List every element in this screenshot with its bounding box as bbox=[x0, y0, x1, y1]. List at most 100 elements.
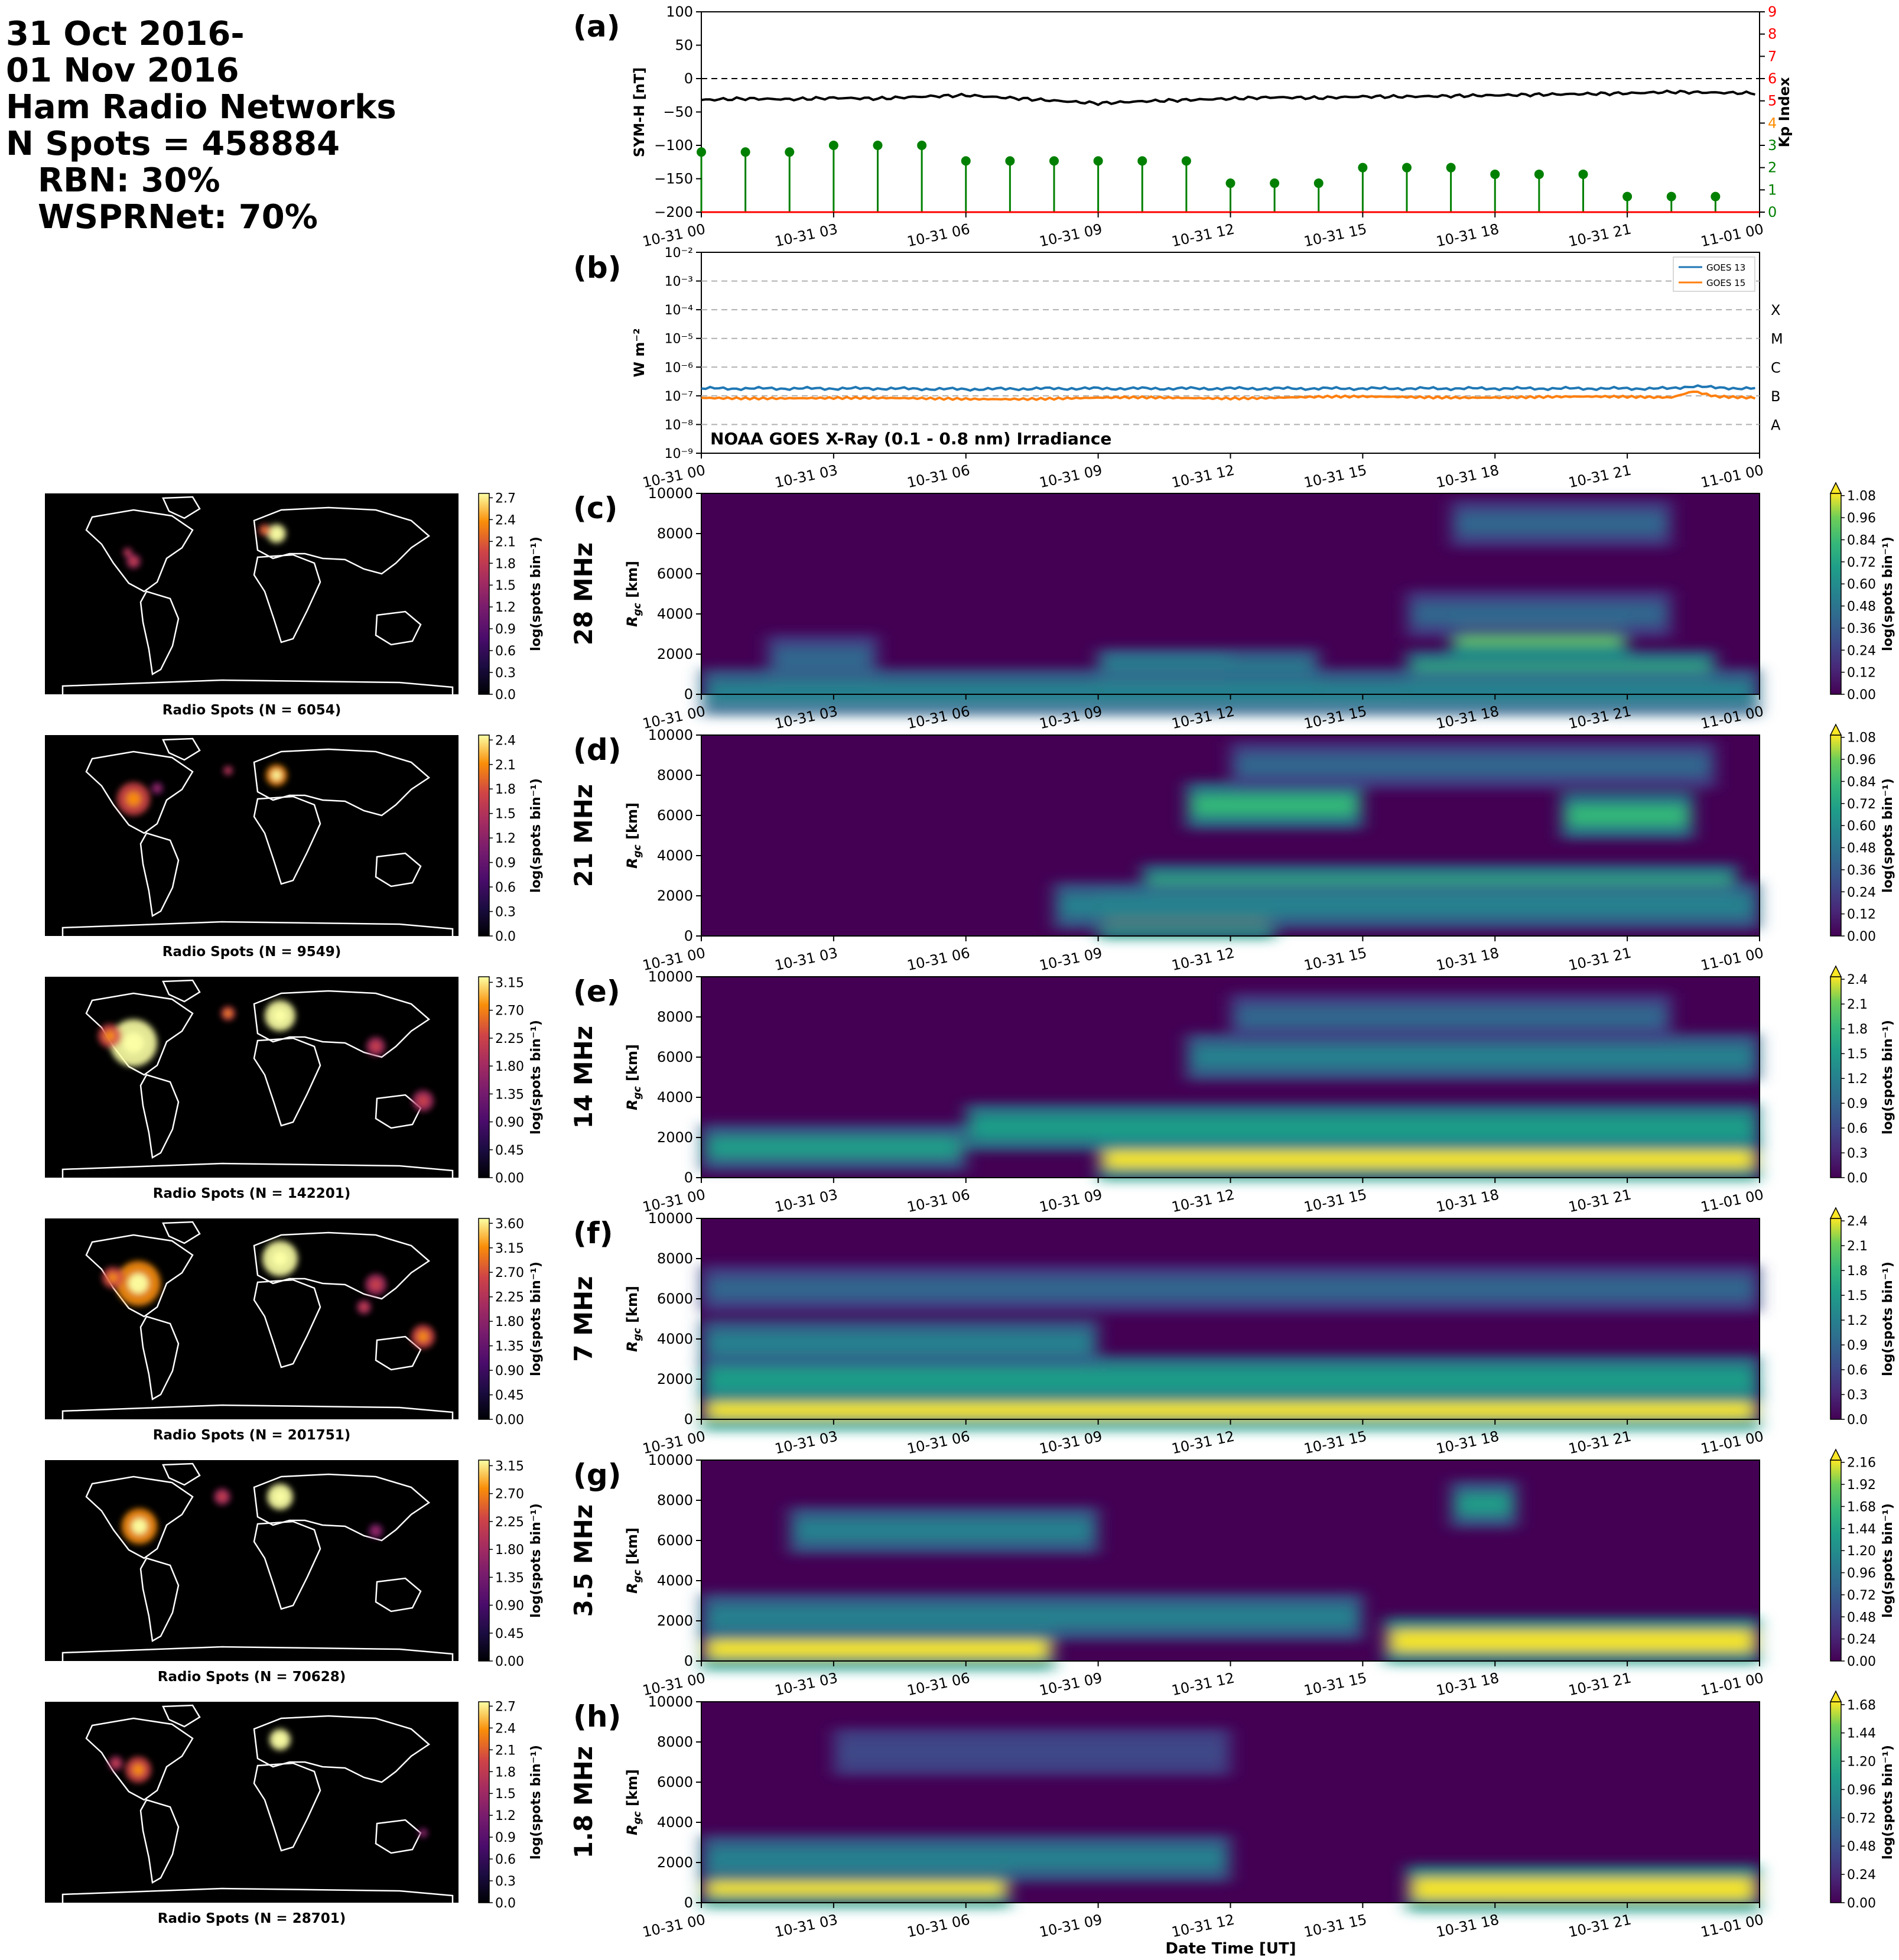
rti-x-tick-label: 10-31 12 bbox=[1170, 1428, 1235, 1457]
kp-marker bbox=[1181, 156, 1191, 166]
map-colorbar-tick-label: 0.00 bbox=[495, 1171, 524, 1186]
rti-colorbar-tick-label: 0.24 bbox=[1847, 1868, 1876, 1883]
rti-colorbar-label: log(spots bin⁻¹) bbox=[1881, 1262, 1895, 1376]
rti-y-axis-unit: [km] bbox=[624, 1527, 640, 1569]
goes15-legend-label: GOES 15 bbox=[1706, 278, 1745, 288]
spot-cluster-core bbox=[272, 1250, 288, 1267]
map-colorbar-tick-label: 2.70 bbox=[495, 1487, 524, 1502]
rti-feature-core bbox=[1413, 603, 1666, 625]
rti-colorbar-tick-label: 0.00 bbox=[1847, 1655, 1876, 1669]
spot-cluster-core bbox=[360, 1304, 368, 1311]
rti-panel-label: (g) bbox=[573, 1458, 622, 1492]
rti-y-axis-unit: [km] bbox=[624, 1769, 640, 1811]
rti-x-tick-label: 10-31 21 bbox=[1567, 944, 1633, 974]
rti-y-tick-label: 8000 bbox=[657, 767, 693, 784]
rti-colorbar-tick-label: 0.72 bbox=[1847, 555, 1876, 570]
rti-feature-core bbox=[1192, 1046, 1754, 1068]
spot-cluster-core bbox=[108, 1272, 118, 1283]
rti-colorbar-tick-label: 0.96 bbox=[1847, 1566, 1876, 1581]
goes-x-tick-label: 10-31 21 bbox=[1567, 461, 1633, 491]
rti-colorbar-label: log(spots bin⁻¹) bbox=[1881, 537, 1895, 651]
spot-density bbox=[102, 1241, 435, 1348]
kp-marker bbox=[1137, 156, 1147, 166]
rti-heatmap bbox=[701, 500, 1760, 716]
map-colorbar-tick-label: 2.4 bbox=[495, 1721, 516, 1736]
kp-y-axis-label: Kp Index bbox=[1776, 77, 1793, 148]
rti-x-tick-label: 10-31 18 bbox=[1435, 1669, 1500, 1699]
map-colorbar-tick-label: 3.15 bbox=[495, 976, 524, 990]
symh-y-tick-label: 100 bbox=[666, 4, 693, 20]
rti-colorbar-extend-arrow bbox=[1829, 1448, 1842, 1461]
map-colorbar-tick-label: 1.8 bbox=[495, 782, 516, 797]
rti-feature-core bbox=[1236, 1006, 1666, 1028]
rti-x-tick-label: 11-01 00 bbox=[1699, 944, 1765, 974]
symh-y-tick-label: −200 bbox=[654, 204, 693, 220]
spot-cluster-core bbox=[272, 529, 281, 538]
kp-y-tick-label: 9 bbox=[1768, 4, 1777, 20]
rti-feature-core bbox=[1236, 755, 1710, 776]
rti-x-tick-label: 10-31 21 bbox=[1567, 1669, 1633, 1699]
map-colorbar-tick-label: 0.45 bbox=[495, 1627, 524, 1642]
rti-colorbar-tick-label: 0.0 bbox=[1847, 1413, 1868, 1428]
coastline bbox=[253, 1520, 321, 1610]
kp-y-ticks: 0 1 2 3 4 5 6 7 8 9 bbox=[1760, 4, 1777, 220]
kp-marker bbox=[1093, 156, 1103, 166]
goes-flare-class-label: X bbox=[1771, 302, 1780, 318]
rti-colorbar-tick-label: 1.5 bbox=[1847, 1047, 1868, 1062]
coastline bbox=[61, 679, 454, 697]
kp-y-tick-label: 6 bbox=[1768, 70, 1777, 87]
rti-x-tick-label: 10-31 03 bbox=[773, 1186, 839, 1215]
spot-cluster-core bbox=[275, 1734, 285, 1745]
map-colorbar-tick-label: 0.9 bbox=[495, 856, 516, 871]
symh-x-tick-label: 10-31 15 bbox=[1302, 220, 1368, 250]
coastline bbox=[162, 496, 201, 519]
rti-x-tick-label: 10-31 18 bbox=[1435, 1911, 1500, 1941]
goes-y-tick-label: 10⁻⁵ bbox=[665, 332, 693, 347]
kp-marker bbox=[1446, 162, 1456, 173]
rti-colorbar bbox=[1830, 1701, 1842, 1903]
rti-feature-core bbox=[1567, 805, 1688, 826]
map-colorbar-tick-label: 1.5 bbox=[495, 807, 516, 822]
rti-colorbar-tick-label: 0.24 bbox=[1847, 643, 1876, 658]
map-colorbar-tick-label: 3.60 bbox=[495, 1217, 524, 1231]
map-colorbar-tick-label: 0.00 bbox=[495, 1655, 524, 1669]
rti-colorbar-tick-label: 0.24 bbox=[1847, 885, 1876, 900]
rti-colorbar-tick-label: 2.1 bbox=[1847, 1239, 1868, 1254]
rti-y-axis-symbol: R bbox=[624, 1583, 640, 1594]
rti-y-tick-label: 6000 bbox=[657, 807, 693, 824]
rti-y-tick-label: 0 bbox=[684, 1411, 693, 1428]
rti-feature-core bbox=[1413, 1878, 1754, 1900]
rti-colorbar-tick-label: 2.4 bbox=[1847, 973, 1868, 987]
symh-x-tick-label: 10-31 18 bbox=[1435, 220, 1500, 250]
rti-colorbar-tick-label: 0.48 bbox=[1847, 1839, 1876, 1854]
goes-y-tick-label: 10⁻² bbox=[665, 246, 693, 261]
map-colorbar-tick-label: 1.35 bbox=[495, 1087, 524, 1102]
spot-density bbox=[123, 524, 286, 568]
kp-marker bbox=[1711, 191, 1721, 201]
rti-feature-core bbox=[707, 1606, 1357, 1628]
map-colorbar-label: log(spots bin⁻¹) bbox=[529, 1745, 544, 1860]
coastline bbox=[162, 1704, 201, 1728]
rti-colorbar-tick-label: 1.5 bbox=[1847, 1289, 1868, 1304]
rti-x-tick-label: 10-31 06 bbox=[906, 1186, 971, 1215]
rti-y-tick-label: 4000 bbox=[657, 847, 693, 864]
rti-colorbar-tick-label: 0.6 bbox=[1847, 1363, 1868, 1378]
figure-header: 31 Oct 2016- 01 Nov 2016 Ham Radio Netwo… bbox=[6, 15, 396, 236]
rti-colorbar-tick-label: 0.96 bbox=[1847, 753, 1876, 768]
goes-x-tick-label: 10-31 12 bbox=[1170, 461, 1235, 491]
rti-y-axis-symbol: R bbox=[624, 1100, 640, 1110]
rti-y-tick-label: 0 bbox=[684, 1894, 693, 1911]
map-colorbar-tick-label: 2.7 bbox=[495, 491, 516, 506]
rti-y-tick-label: 8000 bbox=[657, 1734, 693, 1750]
map-colorbar bbox=[478, 976, 490, 1178]
map-caption: Radio Spots (N = 6054) bbox=[162, 703, 341, 718]
kp-marker bbox=[1005, 156, 1015, 166]
rti-x-tick-label: 10-31 03 bbox=[773, 1428, 839, 1457]
rti-panel-label: (d) bbox=[573, 733, 622, 767]
map-colorbar-tick-label: 1.35 bbox=[495, 1340, 524, 1354]
kp-y-tick-label: 4 bbox=[1768, 115, 1777, 131]
coastline bbox=[253, 1037, 321, 1127]
coastline bbox=[375, 1577, 422, 1613]
map-caption: Radio Spots (N = 142201) bbox=[153, 1186, 351, 1201]
spot-cluster-core bbox=[418, 1096, 428, 1106]
